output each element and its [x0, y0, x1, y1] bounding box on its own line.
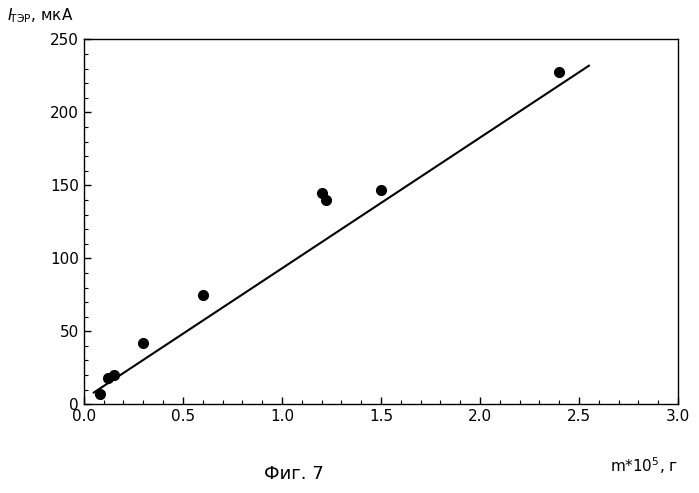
Point	[94, 390, 106, 398]
Point	[197, 291, 208, 299]
Point	[102, 374, 113, 382]
Text: $I_{\mathregular{\thinspace\!\!ТЭР}}$, мкА: $I_{\mathregular{\thinspace\!\!ТЭР}}$, м…	[6, 6, 73, 25]
Point	[316, 189, 327, 197]
Point	[108, 371, 119, 379]
Point	[138, 339, 149, 347]
Point	[320, 196, 331, 204]
Point	[375, 186, 387, 194]
Text: Фиг. 7: Фиг. 7	[264, 465, 324, 483]
Point	[554, 68, 565, 75]
Text: m*10$^5$, г: m*10$^5$, г	[610, 456, 678, 476]
